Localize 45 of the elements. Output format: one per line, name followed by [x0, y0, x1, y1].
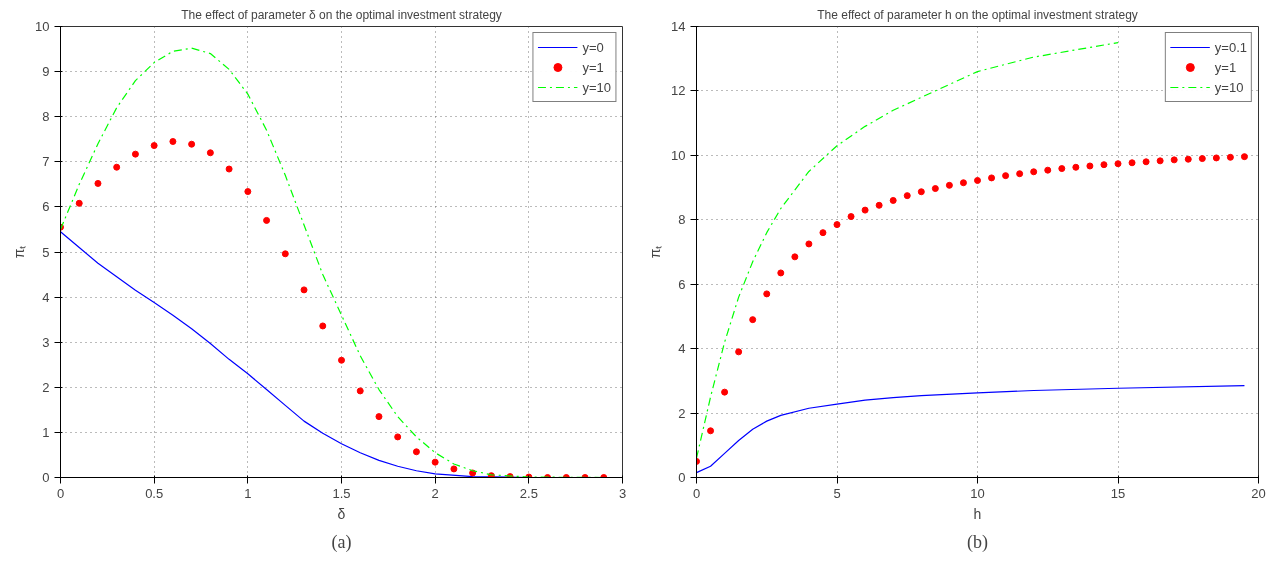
x-axis-title: h: [973, 505, 982, 522]
y-tick-label: 3: [42, 334, 50, 350]
y-tick-label: 4: [42, 289, 50, 305]
y-tick-label: 1: [42, 424, 50, 440]
y-tick-label: 0: [42, 470, 50, 485]
x-tick-label: 0: [692, 485, 701, 501]
y-tick-label: 6: [42, 199, 50, 215]
chart-title: The effect of parameter h on the optimal investment strategy: [817, 7, 1138, 22]
y-tick-label: 10: [35, 19, 50, 34]
y-tick-label: 6: [678, 276, 686, 292]
y-tick-label: 4: [678, 341, 686, 357]
x-tick-label: 10: [970, 485, 985, 501]
y-tick-label: 2: [678, 405, 686, 421]
x-tick-label: 0: [56, 485, 65, 501]
y-tick-label: 9: [42, 64, 50, 80]
y-tick-label: 12: [671, 83, 686, 99]
x-tick-label: 5: [833, 485, 841, 501]
y-tick-label: 8: [678, 212, 686, 228]
x-tick-label: 20: [1251, 485, 1266, 501]
x-tick-label: 1: [244, 485, 252, 501]
legend-label: y=10: [1214, 79, 1244, 95]
chart-title: The effect of parameter δ on the optimal investment strategy: [181, 7, 502, 22]
legend-label: y=0.1: [1214, 39, 1247, 55]
legend-label: y=1: [582, 59, 604, 75]
x-tick-label: 15: [1110, 485, 1126, 501]
y-tick-label: 0: [678, 470, 686, 485]
x-tick-label: 2.5: [519, 485, 538, 501]
y-tick-label: 5: [42, 244, 50, 260]
y-axis-title: πₜ: [11, 244, 28, 259]
legend-label: y=0: [582, 39, 604, 55]
x-tick-label: 0.5: [145, 485, 164, 501]
y-axis-title: πₜ: [647, 244, 664, 259]
text: (a): [331, 531, 352, 553]
y-tick-label: 8: [42, 109, 50, 125]
x-tick-label: 3: [618, 485, 627, 501]
y-tick-label: 2: [42, 379, 50, 395]
y-tick-label: 7: [42, 154, 50, 170]
x-tick-label: 2: [431, 485, 439, 501]
y-tick-label: 10: [671, 147, 686, 163]
x-tick-label: 1.5: [332, 485, 351, 501]
x-axis-title: δ: [337, 505, 346, 522]
y-tick-label: 14: [671, 19, 686, 34]
legend-label: y=10: [582, 79, 611, 95]
text: (b): [967, 531, 989, 553]
legend-label: y=1: [1214, 59, 1237, 75]
